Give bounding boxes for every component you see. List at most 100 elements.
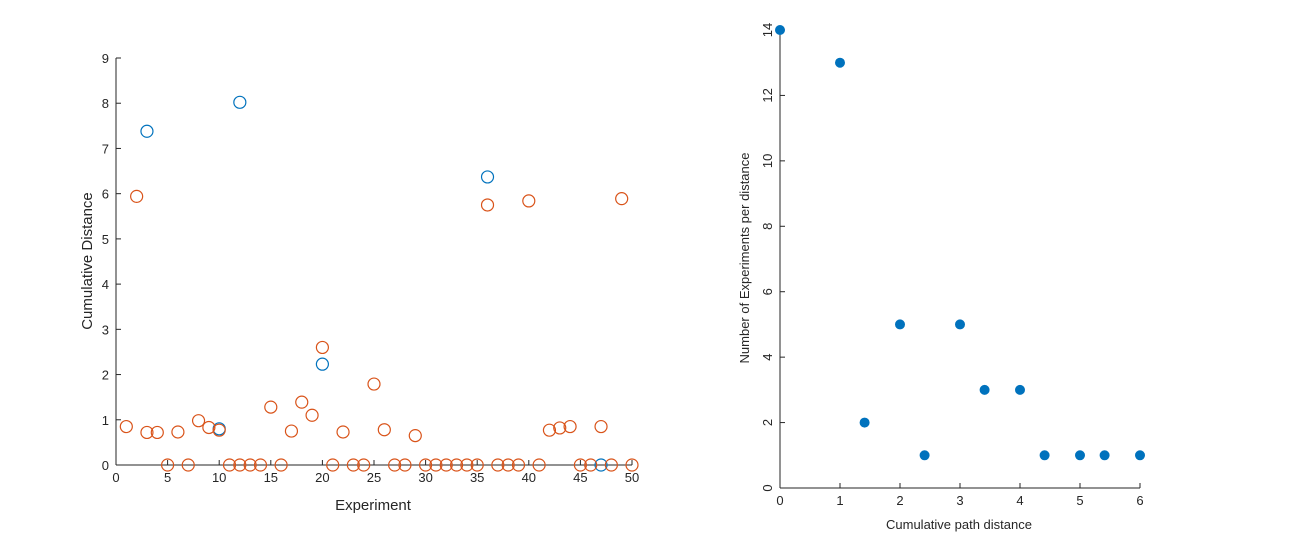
right-y-tick-label: 2 bbox=[760, 419, 775, 426]
left-point-series-2 bbox=[326, 458, 340, 472]
right-point-counts bbox=[835, 57, 845, 68]
right-y-tick-label: 10 bbox=[760, 154, 775, 168]
left-point-series-2 bbox=[594, 419, 608, 434]
left-point-series-2 bbox=[212, 423, 226, 437]
left-x-tick-label: 25 bbox=[367, 470, 381, 485]
right-point-counts bbox=[979, 384, 990, 395]
left-point-series-2 bbox=[274, 458, 288, 472]
left-point-series-2 bbox=[150, 425, 164, 440]
left-point-series-2 bbox=[532, 458, 546, 472]
left-point-series-1 bbox=[140, 124, 154, 138]
left-y-tick-label: 8 bbox=[102, 96, 109, 111]
left-point-series-2 bbox=[377, 423, 391, 437]
left-point-series-2 bbox=[264, 400, 278, 414]
left-point-series-2 bbox=[305, 408, 319, 422]
left-point-series-1 bbox=[594, 458, 608, 472]
left-point-series-2 bbox=[181, 458, 195, 472]
right-x-tick-label: 4 bbox=[1016, 493, 1023, 508]
left-point-series-2 bbox=[243, 458, 257, 472]
left-point-series-2 bbox=[439, 458, 453, 472]
left-y-tick-label: 2 bbox=[102, 368, 109, 383]
left-point-series-2 bbox=[130, 189, 144, 203]
left-point-series-2 bbox=[584, 458, 598, 472]
left-point-series-2 bbox=[222, 458, 237, 472]
left-point-series-2 bbox=[388, 458, 402, 472]
right-y-tick-label: 6 bbox=[760, 288, 775, 295]
left-point-series-2 bbox=[253, 458, 268, 472]
left-point-series-2 bbox=[346, 458, 360, 472]
left-x-tick-label: 15 bbox=[264, 470, 278, 485]
left-point-series-2 bbox=[284, 424, 299, 438]
left-point-series-2 bbox=[295, 395, 309, 409]
left-x-tick-label: 5 bbox=[164, 470, 171, 485]
left-point-series-2 bbox=[480, 198, 495, 212]
left-point-series-2 bbox=[625, 458, 639, 472]
left-x-tick-label: 30 bbox=[418, 470, 432, 485]
left-point-series-2 bbox=[233, 458, 247, 472]
left-y-tick-label: 3 bbox=[102, 322, 109, 337]
right-x-tick-label: 0 bbox=[776, 493, 783, 508]
right-point-counts bbox=[1099, 450, 1110, 461]
left-point-series-2 bbox=[171, 425, 185, 439]
left-x-tick-label: 45 bbox=[573, 470, 587, 485]
right-point-counts bbox=[1135, 450, 1145, 461]
right-point-counts bbox=[1039, 450, 1050, 461]
right-point-counts bbox=[1075, 450, 1085, 461]
left-y-tick-label: 0 bbox=[102, 458, 109, 473]
left-point-series-2 bbox=[161, 458, 175, 472]
left-point-series-2 bbox=[119, 419, 133, 434]
left-point-series-2 bbox=[542, 423, 557, 437]
right-point-counts bbox=[775, 25, 785, 35]
right-point-counts bbox=[955, 319, 965, 330]
left-point-series-2 bbox=[563, 419, 577, 434]
left-x-tick-label: 35 bbox=[470, 470, 484, 485]
left-point-series-2 bbox=[501, 458, 515, 472]
right-y-tick-label: 4 bbox=[760, 354, 775, 361]
left-point-series-2 bbox=[408, 429, 422, 443]
left-point-series-2 bbox=[336, 425, 350, 439]
left-x-tick-label: 40 bbox=[522, 470, 536, 485]
left-point-series-2 bbox=[357, 458, 371, 472]
left-point-series-2 bbox=[470, 458, 484, 472]
left-point-series-1 bbox=[480, 170, 495, 184]
left-x-axis-label: Experiment bbox=[335, 497, 412, 514]
left-y-tick-label: 6 bbox=[102, 187, 109, 202]
right-x-tick-label: 3 bbox=[956, 493, 963, 508]
right-y-tick-label: 0 bbox=[760, 484, 775, 491]
right-x-tick-label: 2 bbox=[896, 493, 903, 508]
left-y-tick-label: 7 bbox=[102, 141, 109, 156]
right-x-tick-label: 1 bbox=[836, 493, 843, 508]
left-point-series-1 bbox=[315, 357, 329, 371]
left-x-tick-label: 20 bbox=[315, 470, 329, 485]
left-point-series-2 bbox=[615, 192, 629, 206]
left-point-series-2 bbox=[202, 420, 216, 435]
left-y-tick-label: 5 bbox=[102, 232, 109, 247]
left-point-series-2 bbox=[573, 458, 588, 472]
right-x-tick-label: 5 bbox=[1076, 493, 1083, 508]
left-point-series-2 bbox=[449, 458, 464, 472]
right-point-counts bbox=[1015, 384, 1025, 395]
left-y-axis-label: Cumulative Distance bbox=[79, 192, 96, 330]
left-point-series-2 bbox=[398, 458, 412, 472]
left-x-tick-label: 10 bbox=[212, 470, 226, 485]
left-x-tick-label: 0 bbox=[112, 470, 119, 485]
right-point-counts bbox=[859, 417, 870, 428]
right-x-tick-label: 6 bbox=[1136, 493, 1143, 508]
left-point-series-1 bbox=[233, 95, 247, 109]
right-y-axis-label: Number of Experiments per distance bbox=[737, 153, 752, 364]
left-point-series-2 bbox=[429, 458, 443, 472]
left-y-tick-label: 1 bbox=[102, 413, 109, 428]
left-point-series-2 bbox=[315, 340, 329, 355]
right-point-counts bbox=[895, 319, 905, 330]
left-point-series-2 bbox=[460, 458, 474, 472]
left-point-series-2 bbox=[140, 425, 154, 440]
left-point-series-2 bbox=[191, 414, 206, 428]
left-point-series-2 bbox=[604, 458, 618, 472]
left-point-series-2 bbox=[367, 377, 381, 391]
left-y-tick-label: 4 bbox=[102, 277, 109, 292]
left-point-series-2 bbox=[522, 194, 536, 208]
left-point-series-2 bbox=[491, 458, 505, 472]
